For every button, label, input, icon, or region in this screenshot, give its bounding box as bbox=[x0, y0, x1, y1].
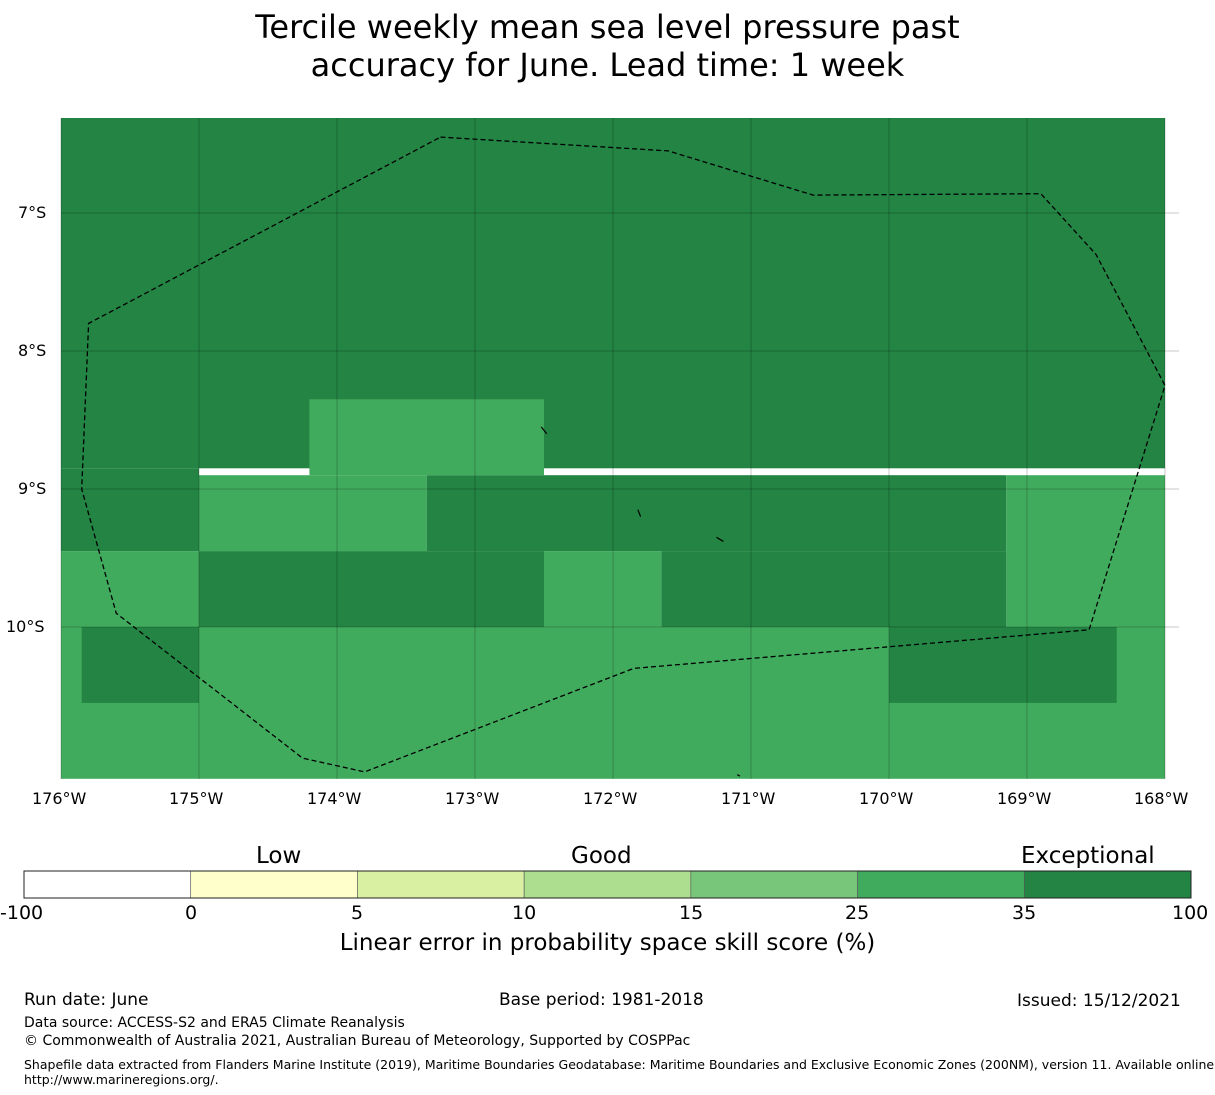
title-line-1: Tercile weekly mean sea level pressure p… bbox=[255, 8, 960, 46]
base-period: Base period: 1981-2018 bbox=[499, 990, 704, 1010]
graticule bbox=[60, 118, 1179, 779]
lat-label-8s: 8°S bbox=[18, 341, 47, 360]
skill-cell-5 bbox=[1006, 475, 1165, 627]
lat-label-10s: 10°S bbox=[6, 617, 45, 636]
island-0 bbox=[540, 426, 548, 435]
colorbar-swatch-4 bbox=[690, 870, 858, 899]
lon-label-168w: 168°W bbox=[1134, 789, 1189, 808]
shapefile-url: http://www.marineregions.org/. bbox=[24, 1072, 219, 1087]
colorbar-category-low: Low bbox=[256, 843, 302, 869]
colorbar-tick-neg100: -100 bbox=[0, 902, 44, 924]
colorbar-swatch-2 bbox=[357, 870, 525, 899]
skill-cell-3 bbox=[199, 475, 427, 552]
copyright: © Commonwealth of Australia 2021, Austra… bbox=[24, 1033, 691, 1049]
skill-cell-0 bbox=[61, 118, 1165, 469]
skill-cell-7 bbox=[199, 551, 544, 627]
colorbar-swatch-5 bbox=[857, 870, 1025, 899]
shapefile-credit: Shapefile data extracted from Flanders M… bbox=[24, 1057, 1215, 1072]
run-date: Run date: June bbox=[24, 990, 149, 1010]
lon-label-173w: 173°W bbox=[445, 789, 500, 808]
lon-label-170w: 170°W bbox=[859, 789, 914, 808]
island-3 bbox=[736, 774, 741, 777]
colorbar-frame bbox=[23, 870, 1192, 899]
lon-label-169w: 169°W bbox=[997, 789, 1052, 808]
lon-label-176w: 176°W bbox=[32, 789, 87, 808]
lon-label-171w: 171°W bbox=[721, 789, 776, 808]
colorbar-category-exceptional: Exceptional bbox=[1021, 843, 1155, 869]
colorbar-tick-0: 0 bbox=[185, 902, 198, 924]
lat-label-9s: 9°S bbox=[18, 479, 47, 498]
eez-boundary bbox=[81, 136, 1166, 773]
skill-cell-11 bbox=[81, 627, 199, 703]
colorbar-tick-15: 15 bbox=[679, 902, 704, 924]
colorbar-swatch-0 bbox=[23, 870, 192, 899]
colorbar bbox=[23, 870, 1192, 899]
lon-label-175w: 175°W bbox=[169, 789, 224, 808]
skill-cell-6 bbox=[61, 551, 199, 627]
skill-cell-2 bbox=[61, 468, 199, 552]
skill-cell-4 bbox=[426, 475, 1007, 552]
data-source: Data source: ACCESS-S2 and ERA5 Climate … bbox=[24, 1015, 405, 1031]
colorbar-tick-100: 100 bbox=[1172, 902, 1209, 924]
colorbar-swatch-1 bbox=[190, 870, 358, 899]
issued-date: Issued: 15/12/2021 bbox=[1017, 991, 1181, 1011]
chart-title: Tercile weekly mean sea level pressure p… bbox=[0, 8, 1215, 84]
colorbar-swatch-6 bbox=[1023, 870, 1192, 899]
colorbar-swatch-3 bbox=[523, 870, 692, 899]
colorbar-tick-25: 25 bbox=[845, 902, 870, 924]
island-2 bbox=[716, 536, 724, 542]
skill-cell-1 bbox=[309, 399, 544, 476]
colorbar-tick-5: 5 bbox=[351, 902, 364, 924]
island-1 bbox=[637, 509, 642, 517]
colorbar-title: Linear error in probability space skill … bbox=[339, 930, 876, 956]
skill-cell-12 bbox=[889, 627, 1117, 703]
skill-cell-8 bbox=[544, 551, 662, 627]
lat-label-7s: 7°S bbox=[18, 203, 47, 222]
colorbar-category-good: Good bbox=[571, 843, 632, 869]
colorbar-tick-10: 10 bbox=[512, 902, 537, 924]
lon-label-172w: 172°W bbox=[583, 789, 638, 808]
lon-label-174w: 174°W bbox=[307, 789, 362, 808]
title-line-2: accuracy for June. Lead time: 1 week bbox=[310, 46, 905, 84]
skill-cell-9 bbox=[661, 551, 1007, 627]
skill-grid-cells bbox=[61, 118, 1165, 779]
islands bbox=[540, 426, 741, 777]
colorbar-tick-35: 35 bbox=[1012, 902, 1037, 924]
